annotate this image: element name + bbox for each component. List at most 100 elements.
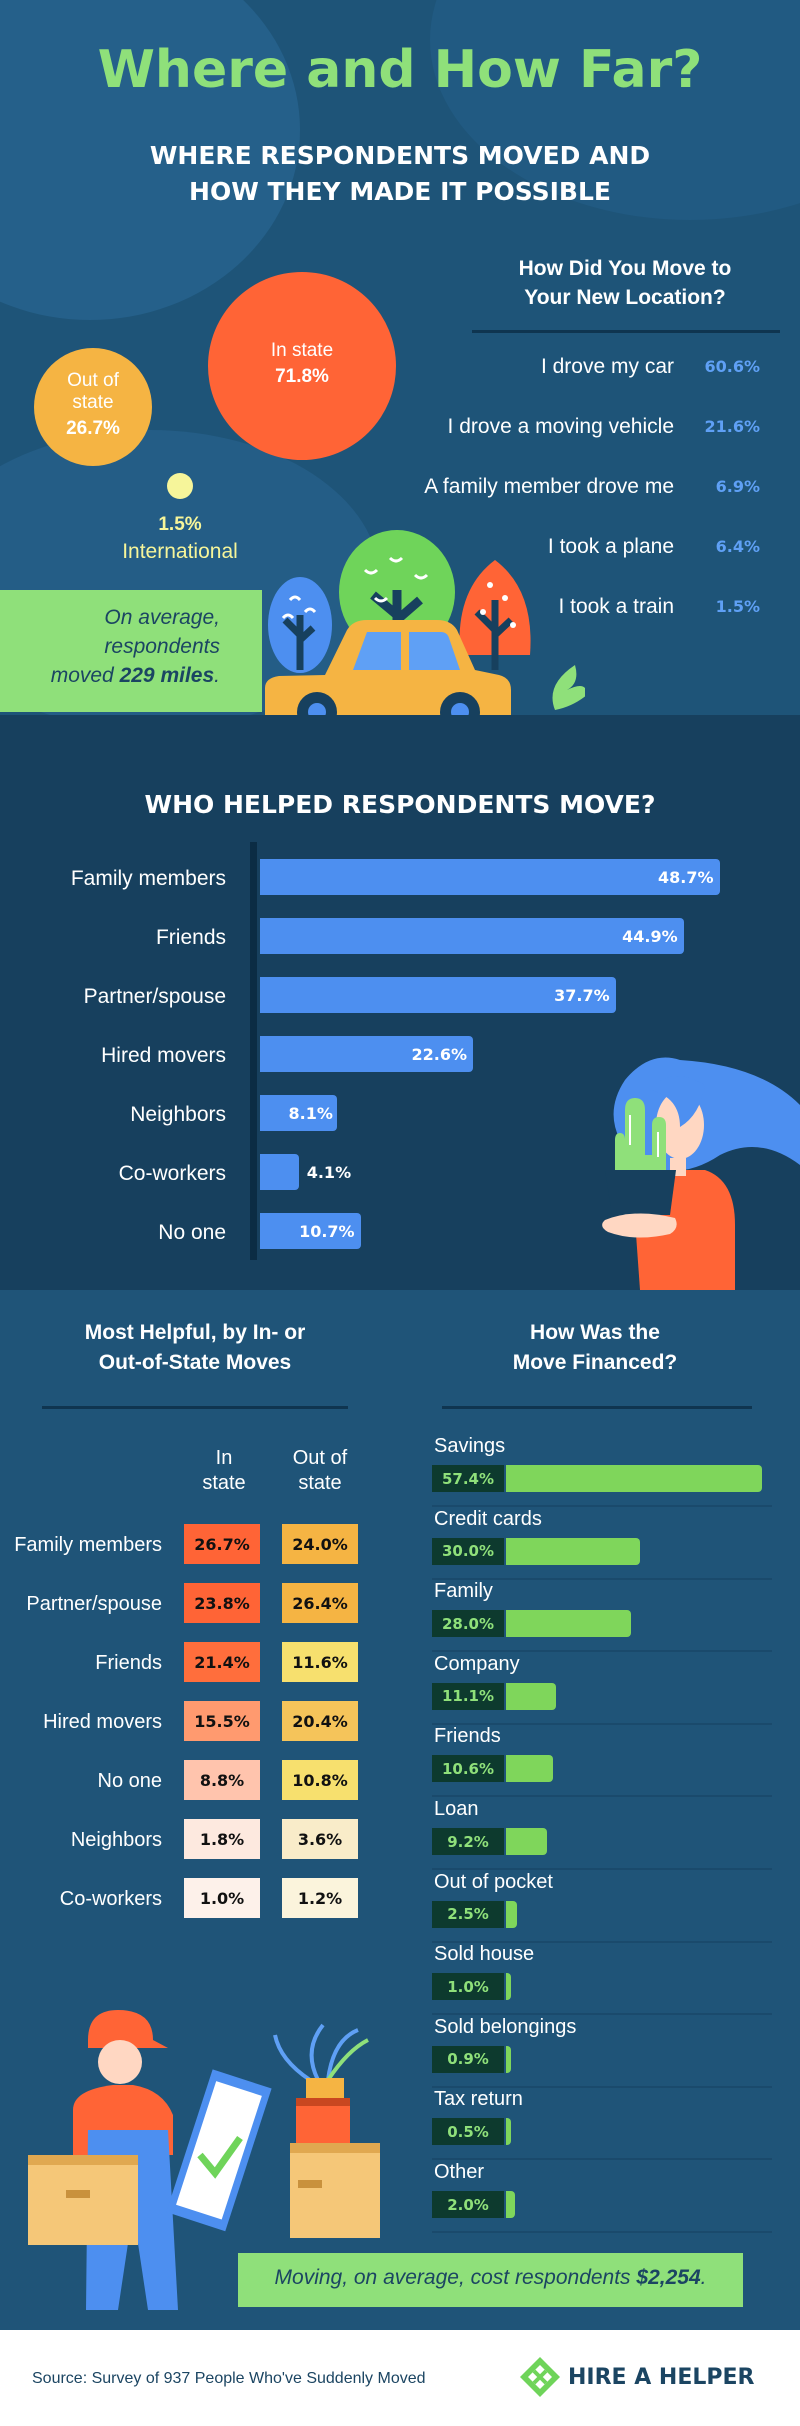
financing-row: Tax return 0.5% xyxy=(432,2088,772,2161)
financing-row: Credit cards 30.0% xyxy=(432,1508,772,1580)
out-of-state-cell: 20.4% xyxy=(282,1701,358,1741)
financing-value: 57.4% xyxy=(432,1465,504,1492)
international-label: International xyxy=(122,540,238,563)
cost-value: $2,254 xyxy=(636,2266,701,2289)
move-method-label: I took a train xyxy=(558,595,674,618)
helpful-row-label: Co-workers xyxy=(59,1888,162,1910)
average-distance-box xyxy=(0,590,262,712)
in-state-value: 71.8% xyxy=(275,366,329,387)
helper-bar-label: No one xyxy=(158,1221,226,1244)
move-method-label: I took a plane xyxy=(547,535,674,558)
international-value: 1.5% xyxy=(158,514,202,535)
financing-row: Company 11.1% xyxy=(432,1653,772,1725)
in-state-bubble: In state 71.8% xyxy=(208,272,396,460)
helpful-row-label: Partner/spouse xyxy=(26,1593,162,1615)
helper-bar-label: Partner/spouse xyxy=(83,985,226,1008)
financing-label: Company xyxy=(434,1652,520,1675)
move-method-value: 60.6% xyxy=(704,357,760,376)
most-helpful-heading: Most Helpful, by In- or Out-of-State Mov… xyxy=(84,1321,306,1374)
move-method-label: I drove my car xyxy=(540,355,674,378)
in-state-cell: 1.8% xyxy=(184,1819,260,1859)
cap-icon xyxy=(88,2010,168,2048)
helper-bar-value: 37.7% xyxy=(554,986,610,1005)
move-method-item: A family member drove me 6.9% xyxy=(420,475,760,505)
financing-row: Savings 57.4% xyxy=(432,1435,772,1507)
page-title: Where and How Far? xyxy=(97,40,703,100)
helper-bar-value: 48.7% xyxy=(658,868,714,887)
in-state-cell: 1.0% xyxy=(184,1878,260,1918)
financing-value: 11.1% xyxy=(432,1682,504,1710)
helper-bar xyxy=(260,918,685,954)
helpful-row-label: Neighbors xyxy=(70,1829,162,1851)
divider xyxy=(442,1406,752,1409)
international-bubble xyxy=(167,473,193,499)
helpful-table-row: Family members 26.7% 24.0% xyxy=(0,1524,380,1566)
helper-bar-row: Family members 48.7% xyxy=(0,859,800,897)
financing-value: 9.2% xyxy=(432,1828,504,1855)
financing-bar xyxy=(506,2191,515,2218)
move-method-label: A family member drove me xyxy=(424,475,674,498)
helper-bar-value: 22.6% xyxy=(411,1045,467,1064)
in-state-cell: 26.7% xyxy=(184,1524,260,1564)
in-state-cell: 21.4% xyxy=(184,1642,260,1682)
helper-bar-label: Family members xyxy=(70,867,226,890)
plant-icon xyxy=(273,2023,359,2082)
mover-illustration xyxy=(28,2010,380,2310)
helper-bar-row: Friends 44.9% xyxy=(0,918,800,956)
financing-label: Loan xyxy=(434,1798,479,1820)
out-of-state-bubble: Out of state 26.7% xyxy=(34,348,152,466)
financing-label: Tax return xyxy=(434,2088,523,2111)
helper-bar-row: Co-workers 4.1% xyxy=(0,1154,800,1192)
financing-bar xyxy=(506,1682,556,1710)
leaf-icon xyxy=(552,665,585,710)
footer xyxy=(0,2330,800,2426)
cost-text: Moving, on average, cost respondents $2,… xyxy=(274,2266,707,2289)
financing-value: 30.0% xyxy=(432,1537,504,1565)
hire-a-helper-logo-icon[interactable] xyxy=(518,2355,562,2399)
helper-bar xyxy=(260,1095,337,1131)
financing-bar xyxy=(506,1610,631,1638)
helper-bar xyxy=(260,1213,362,1249)
financing-label: Sold belongings xyxy=(434,2015,577,2038)
out-of-state-cell: 11.6% xyxy=(282,1642,358,1682)
source-note: Source: Survey of 937 People Who've Sudd… xyxy=(32,2370,426,2387)
helper-bar-label: Neighbors xyxy=(130,1103,226,1126)
financing-row: Out of pocket 2.5% xyxy=(432,1871,772,1943)
move-method-value: 1.5% xyxy=(715,597,760,616)
financing-row: Loan 9.2% xyxy=(432,1798,772,1870)
out-of-state-value: 26.7% xyxy=(66,418,120,439)
move-method-item: I took a train 1.5% xyxy=(420,595,760,625)
out-of-state-label: state xyxy=(72,392,114,413)
financing-bar xyxy=(506,1973,511,2001)
out-of-state-cell: 3.6% xyxy=(282,1819,358,1859)
financing-value: 10.6% xyxy=(432,1755,504,1783)
financing-value: 0.9% xyxy=(432,2045,504,2073)
helper-bar xyxy=(260,1154,299,1190)
helper-bar xyxy=(260,859,720,895)
who-helped-title: WHO HELPED RESPONDENTS MOVE? xyxy=(144,790,656,819)
helper-bar-value: 8.1% xyxy=(288,1104,333,1123)
financing-row: Other 2.0% xyxy=(432,2161,772,2233)
box-icon xyxy=(290,2143,380,2238)
helpful-row-label: Friends xyxy=(95,1652,162,1674)
helpful-table-row: No one 8.8% 10.8% xyxy=(0,1760,380,1802)
helper-bar-value: 4.1% xyxy=(306,1163,352,1182)
move-method-item: I drove a moving vehicle 21.6% xyxy=(420,415,760,445)
brand-name[interactable]: HIRE A HELPER xyxy=(568,2365,755,2390)
financing-row: Sold house 1.0% xyxy=(432,1943,772,2016)
helper-bar-label: Co-workers xyxy=(118,1162,226,1185)
helper-bar-row: Partner/spouse 37.7% xyxy=(0,977,800,1015)
financing-label: Sold house xyxy=(434,1943,535,1966)
average-distance-value: 229 miles xyxy=(119,664,215,687)
financing-label: Out of pocket xyxy=(434,1870,553,1893)
move-method-item: I drove my car 60.6% xyxy=(420,355,760,385)
box-icon xyxy=(28,2155,138,2245)
helpful-row-label: No one xyxy=(97,1770,163,1792)
helpful-table-row: Co-workers 1.0% 1.2% xyxy=(0,1878,380,1920)
helpful-table-row: Neighbors 1.8% 3.6% xyxy=(0,1819,380,1861)
flowerpot-icon xyxy=(306,2078,344,2098)
financing-label: Friends xyxy=(434,1725,501,1748)
helpful-table-row: Partner/spouse 23.8% 26.4% xyxy=(0,1583,380,1625)
financing-label: Credit cards xyxy=(434,1507,542,1530)
car-trees-illustration xyxy=(265,530,585,715)
